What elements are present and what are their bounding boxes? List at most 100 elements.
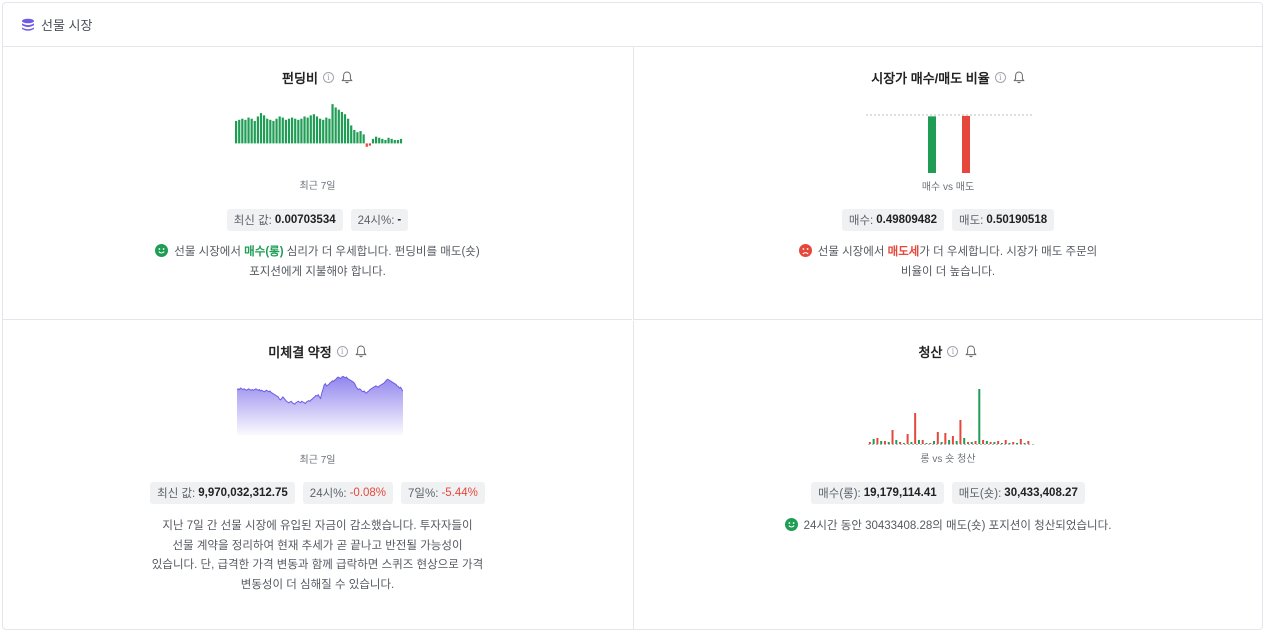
funding-bar	[235, 120, 238, 144]
stat-label: 매수(롱):	[818, 488, 861, 500]
funding-bar	[241, 118, 244, 144]
stat-label: 최신 값:	[157, 488, 196, 500]
stat-label: 매도:	[959, 215, 984, 227]
short-liq-bar	[921, 440, 924, 444]
short-liq-bar	[936, 432, 939, 444]
info-icon[interactable]: i	[322, 72, 334, 83]
oi-7d-value: -5.44%	[441, 487, 478, 499]
short-liq-bar	[951, 436, 954, 444]
funding-latest-stat: 최신 값: 0.00703534	[226, 209, 343, 231]
desc-line: 변동성이 더 심해질 수 있습니다.	[240, 578, 395, 591]
desc-line: 있습니다. 단, 급격한 가격 변동과 함께 급락하면 스퀴즈 현상으로 가격	[151, 559, 484, 571]
long-liq-bar	[910, 442, 913, 444]
info-icon[interactable]: i	[947, 346, 959, 357]
short-liq-bar	[1012, 442, 1015, 444]
buy-ratio-value: 0.49809482	[876, 214, 937, 226]
oi-description: 지난 7일 간 선물 시장에 유입된 자금이 감소했습니다. 투자자들이 선물 …	[3, 517, 632, 595]
oi-24h-value: -0.08%	[349, 487, 387, 499]
liq-title: 청산	[918, 345, 943, 360]
oi-line	[237, 375, 403, 405]
taker-ratio-card: 시장가 매수/매도 비율 i 매수 vs 매도 매수: 0.49809482 매…	[633, 47, 1262, 320]
short-liq-value: 30,433,408.27	[1004, 487, 1078, 499]
liquidation-card: 청산 i 롱 vs 숏 청산 매수(롱): 19,179,114.41 매도(숏…	[633, 321, 1262, 629]
funding-latest-value: 0.00703534	[274, 214, 336, 226]
funding-bar	[365, 143, 368, 147]
funding-bar	[269, 119, 272, 144]
stat-label: 24시%:	[309, 488, 347, 500]
long-liq-bar	[902, 443, 905, 444]
funding-bar	[343, 114, 347, 144]
bell-icon[interactable]	[341, 71, 353, 84]
stat-label: 7일%:	[408, 488, 439, 500]
funding-bar	[244, 119, 247, 144]
bell-icon[interactable]	[965, 345, 978, 358]
funding-bar	[284, 119, 287, 144]
funding-bar	[371, 138, 375, 144]
stat-label: 매수:	[848, 215, 874, 227]
stat-label: 24시%:	[357, 215, 395, 227]
funding-bar	[294, 118, 297, 144]
short-liq-bar	[1019, 439, 1022, 444]
funding-bar	[272, 120, 275, 144]
long-liq-bar	[948, 440, 951, 444]
long-liq-stat: 매수(롱): 19,179,114.41	[811, 482, 944, 504]
smile-icon	[155, 244, 169, 257]
liq-caption: 롱 vs 숏 청산	[920, 454, 976, 465]
funding-bar	[259, 113, 263, 144]
long-liq-bar	[880, 441, 883, 444]
long-liq-bar	[1008, 443, 1011, 444]
bell-icon[interactable]	[1013, 71, 1025, 84]
desc-line: 포지션에게 지불해야 합니다.	[249, 265, 386, 278]
ratio-title-row: 시장가 매수/매도 비율 i	[634, 68, 1262, 87]
long-liq-bar	[933, 441, 936, 444]
funding-bar	[399, 138, 403, 144]
funding-rate-chart	[235, 104, 403, 147]
long-liq-bar	[887, 442, 890, 444]
sell-bar	[962, 115, 970, 173]
oi-area	[237, 376, 403, 435]
funding-bar	[238, 119, 241, 144]
open-interest-chart	[237, 375, 403, 435]
short-liq-bar	[899, 442, 902, 444]
ratio-title: 시장가 매수/매도 비율	[871, 71, 990, 86]
desc-text: 심리가 더 우세합니다. 펀딩비를 매도(숏)	[283, 246, 480, 258]
info-icon[interactable]: i	[994, 72, 1006, 83]
short-liq-bar	[891, 430, 894, 444]
buy-bar	[928, 116, 936, 173]
funding-bar	[347, 118, 350, 144]
desc-line: 지난 7일 간 선물 시장에 유입된 자금이 감소했습니다. 투자자들이	[162, 520, 473, 532]
desc-text: 24시간 동안 30433408.28의 매도(숏) 포지션이 청산되었습니다.	[803, 520, 1112, 532]
short-liq-bar	[974, 441, 977, 444]
funding-bar	[396, 140, 399, 144]
short-liq-bar	[944, 433, 947, 444]
info-icon[interactable]: i	[336, 346, 348, 357]
funding-bar	[331, 104, 334, 144]
desc-line: 비율이 더 높습니다.	[900, 265, 996, 278]
liq-description: 24시간 동안 30433408.28의 매도(숏) 포지션이 청산되었습니다.	[634, 517, 1262, 537]
oi-latest-value: 9,970,032,312.75	[198, 487, 288, 499]
short-liq-stat: 매도(숏): 30,433,408.27	[951, 482, 1085, 504]
funding-bar	[384, 140, 387, 144]
funding-bar	[256, 116, 259, 144]
long-liq-bar	[1016, 443, 1019, 444]
stat-label: 최신 값:	[233, 215, 272, 227]
funding-bar	[325, 117, 328, 144]
oi-caption: 최근 7일	[299, 455, 336, 466]
funding-bar	[306, 117, 309, 144]
desc-highlight: 매도세	[887, 246, 920, 258]
funding-rate-card: 펀딩비 i 최근 7일 최신 값: 0.00703534 24시%: -	[3, 47, 632, 320]
bell-icon[interactable]	[355, 345, 367, 358]
short-liq-bar	[989, 442, 992, 444]
oi-stats: 최신 값: 9,970,032,312.75 24시%: -0.08% 7일%:…	[3, 482, 632, 504]
ratio-stats: 매수: 0.49809482 매도: 0.50190518	[634, 209, 1262, 231]
short-liq-bar	[883, 441, 886, 444]
funding-24h-value: -	[397, 214, 402, 226]
funding-bar	[247, 117, 250, 144]
funding-bar	[263, 115, 266, 144]
sell-ratio-stat: 매도: 0.50190518	[952, 209, 1055, 231]
funding-bar	[328, 118, 331, 144]
funding-bar	[378, 137, 381, 144]
long-liq-bar	[993, 442, 996, 444]
short-liq-bar	[982, 440, 985, 444]
